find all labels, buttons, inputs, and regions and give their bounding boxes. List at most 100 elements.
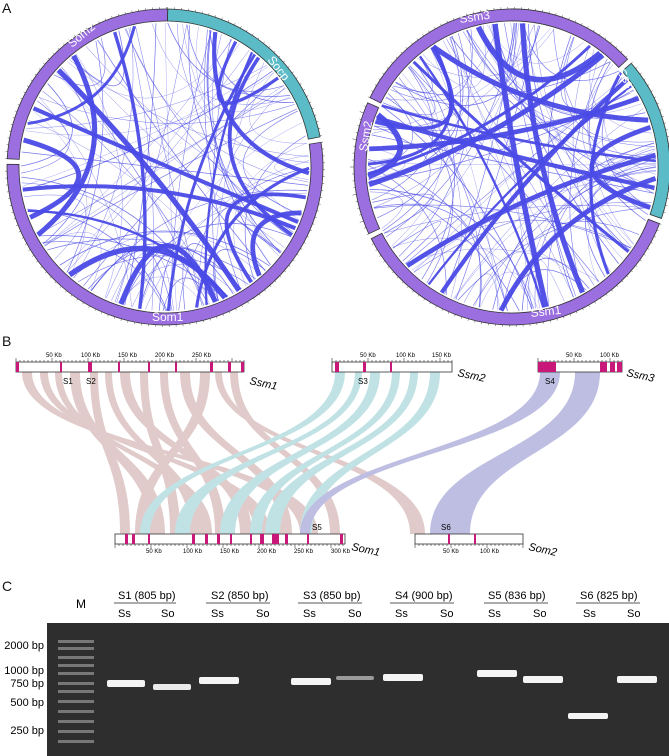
gene-block: [132, 534, 135, 544]
ring-tick: [460, 316, 463, 319]
ring-tick: [209, 318, 211, 321]
gene-block: [16, 362, 19, 372]
gel-panel: M S1 (805 bp) S2 (850 bp) S3 (850 bp) S4…: [4, 590, 669, 756]
synteny-link: [367, 44, 591, 176]
gene-block: [285, 534, 288, 544]
gene-block: [600, 362, 607, 372]
ring-tick: [247, 301, 249, 304]
ring-tick: [569, 313, 571, 316]
ring-tick: [120, 318, 122, 321]
synteny-link: [44, 108, 297, 247]
synteny-link: [367, 165, 447, 296]
synteny-link: [492, 142, 655, 310]
ring-tick: [88, 305, 90, 308]
synteny-link: [547, 35, 574, 298]
synteny-link: [20, 83, 73, 167]
ring-tick: [582, 308, 584, 311]
ring-tick: [359, 220, 364, 223]
ring-tick: [98, 21, 100, 24]
ring-tick: [357, 207, 360, 209]
som1-tick-300: 300 Kb: [331, 549, 351, 555]
ring-tick: [296, 253, 299, 256]
som1-tick-150: 150 Kb: [220, 549, 240, 555]
ring-tick: [621, 280, 624, 283]
gel-band: [568, 713, 608, 719]
ring-tick: [659, 223, 662, 225]
marker-s4: S4: [545, 377, 555, 386]
ring-tick: [54, 281, 57, 284]
ring-tick: [352, 194, 357, 196]
ladder-band: [58, 730, 94, 733]
ring-tick: [23, 91, 26, 94]
ring-tick: [82, 302, 84, 305]
ring-tick: [576, 311, 578, 314]
gene-block: [617, 362, 622, 372]
ring-tick: [76, 298, 79, 301]
ladder-band: [58, 740, 94, 743]
synteny-link: [44, 39, 232, 247]
synteny-link: [22, 70, 273, 191]
ring-tick: [30, 79, 33, 82]
gene-block: [118, 362, 120, 372]
synteny-link: [212, 31, 310, 176]
synteny-ribbon: [300, 372, 440, 534]
synteny-link: [372, 193, 434, 234]
ring-tick: [635, 265, 638, 267]
ring-tick: [111, 16, 113, 19]
ring-tick: [278, 55, 281, 58]
ring-tick: [235, 308, 237, 311]
synteny-link: [22, 137, 82, 220]
ring-tick: [663, 211, 666, 213]
ladder-band: [58, 656, 94, 659]
gene-block: [363, 362, 366, 372]
ring-tick: [264, 289, 266, 292]
ring-tick: [299, 83, 302, 85]
ring-tick: [113, 316, 116, 319]
ring-tick: [258, 293, 261, 296]
ring-tick: [24, 243, 27, 245]
gene-block: [230, 534, 232, 544]
ring-tick: [378, 78, 381, 81]
ring-tick: [303, 242, 306, 244]
ring-tick: [647, 84, 650, 86]
synteny-link: [22, 184, 297, 231]
ladder-band: [58, 647, 94, 650]
synteny-link: [112, 31, 147, 309]
synteny-link: [369, 189, 535, 310]
ladder-250: 250 bp: [10, 725, 44, 737]
synteny-link: [411, 170, 656, 271]
ring-tick: [379, 255, 382, 257]
ring-tick: [615, 46, 618, 48]
ring-tick: [312, 223, 315, 225]
gel-band: [523, 676, 563, 683]
synteny-link: [373, 203, 482, 308]
ladder-band: [58, 700, 94, 703]
lane-s3-so: So: [348, 608, 361, 620]
ring-tick: [100, 311, 103, 314]
ring-tick: [251, 33, 254, 36]
sample-title-s1: S1 (805 bp): [118, 590, 175, 602]
ring-tick: [38, 68, 41, 70]
synteny-link: [391, 65, 443, 247]
gene-block: [217, 534, 220, 544]
ladder-band: [58, 664, 94, 667]
lane-s5-so: So: [533, 608, 546, 620]
synteny-link: [392, 220, 442, 262]
synteny-link: [125, 28, 309, 183]
synteny-link: [588, 61, 646, 221]
synteny-link: [204, 51, 254, 305]
gene-block: [210, 362, 213, 372]
ring-tick: [375, 249, 378, 251]
synteny-link: [479, 271, 538, 309]
synteny-link: [42, 232, 102, 291]
synteny-ticks: [15, 358, 623, 548]
ring-tick: [416, 38, 419, 41]
ring-tick: [588, 305, 590, 308]
sample-title-s5: S5 (836 bp): [488, 590, 545, 602]
ring-tick: [34, 73, 37, 76]
synteny-ribbon: [90, 372, 130, 534]
synteny-ribbon: [70, 372, 165, 534]
synteny-link: [385, 23, 499, 101]
synteny-link: [27, 209, 229, 298]
ring-segment: [621, 62, 669, 219]
